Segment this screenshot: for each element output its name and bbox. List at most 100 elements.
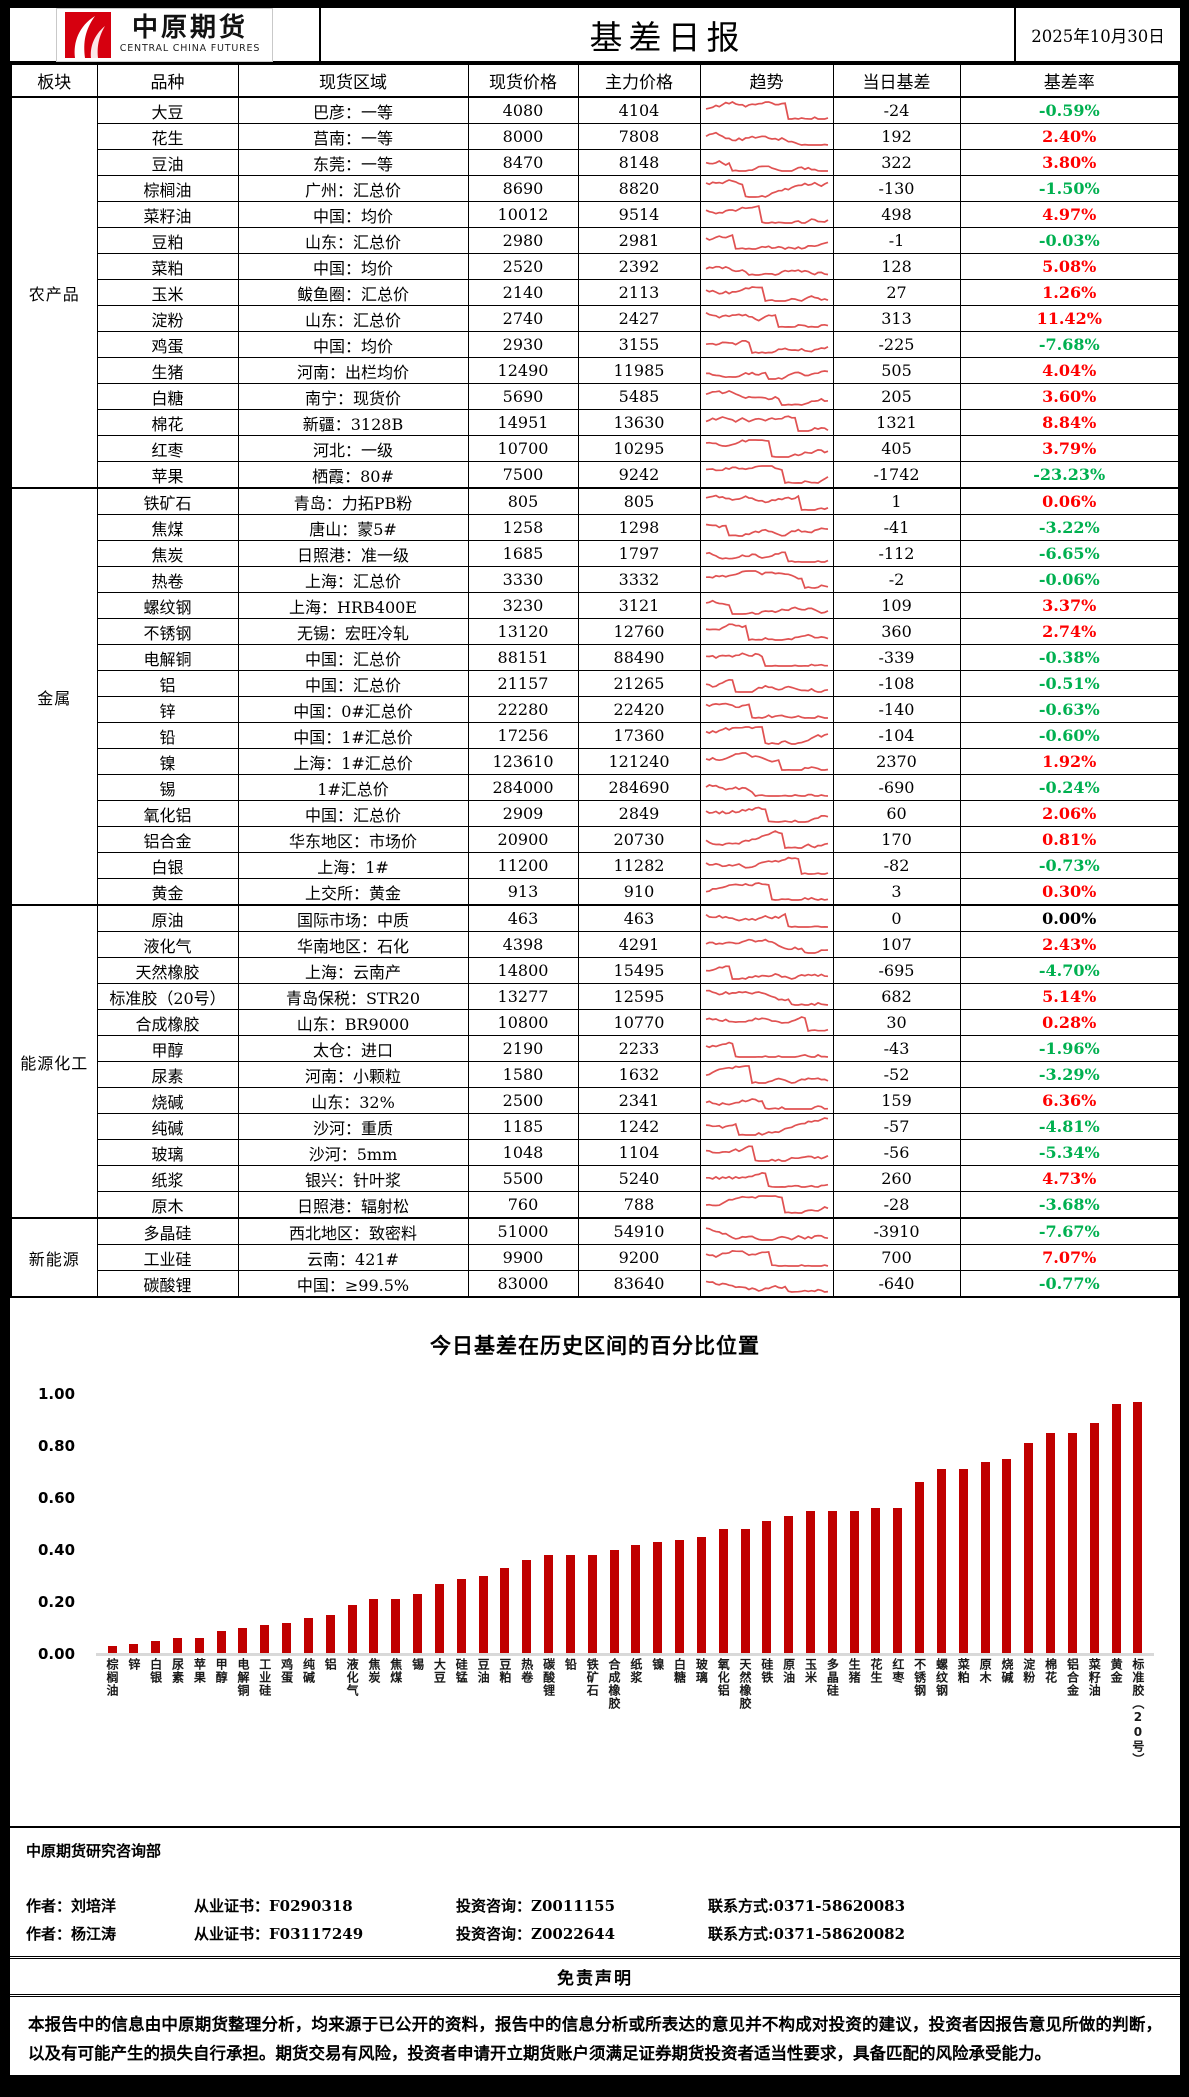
basis-rate-cell: 3.60%: [959, 383, 1180, 410]
main-price-cell: 1298: [577, 514, 701, 541]
basis-rate-cell: 3.37%: [959, 592, 1180, 619]
main-price-cell: 284690: [577, 774, 701, 801]
spot-price-cell: 2930: [467, 331, 579, 358]
main-price-cell: 1104: [577, 1139, 701, 1166]
variety-cell: 鸡蛋: [96, 331, 239, 358]
bar-label: 烧碱: [999, 1658, 1014, 1684]
basis-rate-cell: 6.36%: [959, 1087, 1180, 1114]
variety-cell: 锡: [96, 774, 239, 801]
main-price-cell: 3121: [577, 592, 701, 619]
bar-column: [560, 1384, 580, 1654]
bar-column: [124, 1384, 144, 1654]
variety-cell: 镍: [96, 748, 239, 775]
variety-cell: 菜粕: [96, 253, 239, 280]
author-cert: 从业证书：F0290318: [194, 1897, 353, 1916]
bar-label: 碳酸锂: [541, 1658, 556, 1697]
region-cell: 东莞：一等: [237, 149, 469, 176]
basis-cell: 109: [832, 592, 961, 619]
main-price-cell: 1797: [577, 540, 701, 567]
basis-cell: 1: [832, 487, 961, 515]
spot-price-cell: 8470: [467, 149, 579, 176]
main-price-cell: 9200: [577, 1244, 701, 1271]
basis-cell: -43: [832, 1035, 961, 1062]
bar-label: 焦煤: [388, 1658, 403, 1684]
variety-cell: 合成橡胶: [96, 1009, 239, 1036]
variety-cell: 花生: [96, 123, 239, 150]
basis-rate-cell: -5.34%: [959, 1139, 1180, 1166]
column-header: 现货价格: [467, 63, 579, 98]
bar-label: 尿素: [170, 1658, 185, 1684]
table-row: 甲醇 太仓：进口 2190 2233 -43 -1.96%: [11, 1035, 1180, 1062]
bar: [238, 1628, 248, 1654]
spot-price-cell: 83000: [467, 1270, 579, 1298]
trend-sparkline: [699, 1061, 834, 1088]
bar-column: [320, 1384, 340, 1654]
trend-sparkline: [699, 878, 834, 906]
basis-rate-cell: -0.03%: [959, 227, 1180, 254]
trend-sparkline: [699, 461, 834, 489]
table-row: 淀粉 山东：汇总价 2740 2427 313 11.42%: [11, 305, 1180, 332]
bar: [522, 1560, 532, 1654]
table-row: 新能源 多晶硅 西北地区：致密料 51000 54910 -3910 -7.67%: [10, 1217, 1180, 1298]
bar-label: 花生: [868, 1658, 883, 1684]
table-row: 红枣 河北：一级 10700 10295 405 3.79%: [11, 435, 1180, 462]
main-price-cell: 2981: [577, 227, 701, 254]
spot-price-cell: 8690: [467, 175, 579, 202]
variety-cell: 生猪: [96, 357, 239, 384]
spot-price-cell: 1185: [467, 1113, 579, 1140]
authors-block: 作者：刘培洋 从业证书：F0290318 投资咨询：Z0011155 联系方式:037…: [26, 1895, 1164, 1944]
basis-rate-cell: 11.42%: [959, 305, 1180, 332]
region-cell: 河南：小颗粒: [237, 1061, 469, 1088]
region-cell: 日照港：准一级: [237, 540, 469, 567]
bar: [434, 1584, 444, 1654]
bar-column: [1062, 1384, 1082, 1654]
bar-label: 甲醇: [214, 1658, 229, 1684]
spot-price-cell: 5500: [467, 1165, 579, 1192]
region-cell: 南宁：现货价: [237, 383, 469, 410]
variety-cell: 原木: [96, 1191, 239, 1219]
trend-sparkline: [699, 1217, 834, 1245]
bar-label: 铁矿石: [585, 1658, 600, 1697]
bar-column: [277, 1384, 297, 1654]
bar-label: 白银: [148, 1658, 163, 1684]
main-price-cell: 9242: [577, 461, 701, 489]
bar-label: 黄金: [1109, 1658, 1124, 1684]
bar-column: [582, 1384, 602, 1654]
basis-rate-cell: 0.00%: [959, 904, 1180, 932]
department-name: 中原期货研究咨询部: [26, 1842, 162, 1861]
table-row: 液化气 华南地区：石化 4398 4291 107 2.43%: [11, 931, 1180, 958]
trend-sparkline: [699, 357, 834, 384]
bar: [696, 1537, 706, 1654]
bar: [587, 1555, 597, 1654]
region-cell: 青岛保税：STR20: [237, 983, 469, 1010]
y-axis-tick: 0.60: [38, 1489, 76, 1507]
basis-cell: 205: [832, 383, 961, 410]
author-contact: 联系方式:0371-58620082: [708, 1925, 906, 1944]
bar-label: 铝: [323, 1658, 338, 1671]
bar-column: [822, 1384, 842, 1654]
basis-cell: -690: [832, 774, 961, 801]
bar: [194, 1638, 204, 1654]
spot-price-cell: 3330: [467, 566, 579, 593]
region-cell: 无锡：宏旺冷轧: [237, 618, 469, 645]
author-cert: 从业证书：F03117249: [194, 1925, 364, 1944]
table-row: 鸡蛋 中国：均价 2930 3155 -225 -7.68%: [11, 331, 1180, 358]
table-row: 菜籽油 中国：均价 10012 9514 498 4.97%: [11, 201, 1180, 228]
table-row: 白银 上海：1# 11200 11282 -82 -0.73%: [11, 852, 1180, 879]
basis-cell: -140: [832, 696, 961, 723]
bar: [303, 1618, 313, 1654]
region-cell: 栖霞：80#: [237, 461, 469, 489]
region-cell: 沙河：5mm: [237, 1139, 469, 1166]
bar-label: 原木: [978, 1658, 993, 1684]
region-cell: 上海：汇总价: [237, 566, 469, 593]
basis-cell: -3910: [832, 1217, 961, 1245]
basis-cell: -112: [832, 540, 961, 567]
bar-column: [386, 1384, 406, 1654]
bar: [1002, 1459, 1012, 1654]
bar: [282, 1623, 292, 1654]
main-price-cell: 5485: [577, 383, 701, 410]
table-row: 碳酸锂 中国：≥99.5% 83000 83640 -640 -0.77%: [11, 1270, 1180, 1298]
basis-cell: -339: [832, 644, 961, 671]
main-table-body: 农产品 大豆 巴彦：一等 4080 4104 -24 -0.59% 花生 莒南：一等 8000 78…: [10, 96, 1180, 1298]
trend-sparkline: [699, 1139, 834, 1166]
